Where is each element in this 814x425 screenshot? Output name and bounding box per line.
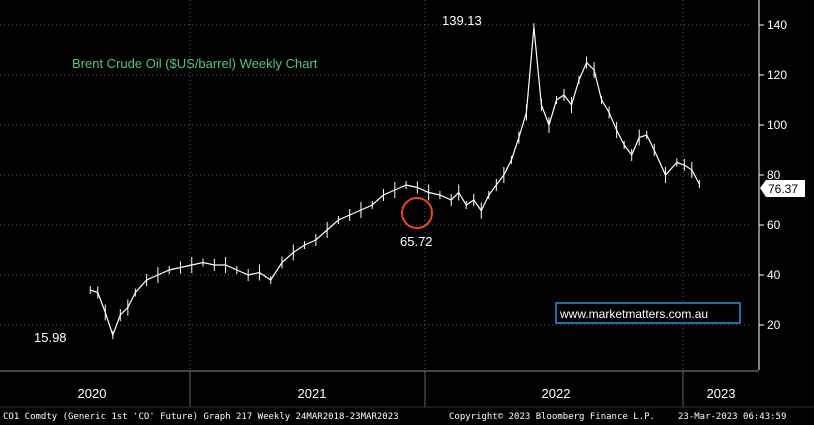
y-tick-label: 60 [767,218,781,232]
chart-title: Brent Crude Oil ($US/barrel) Weekly Char… [72,56,318,71]
y-ticks: 20 40 60 80 100 120 140 [759,18,787,332]
x-tick-label: 2022 [542,386,571,401]
y-tick-label: 140 [767,18,787,32]
x-axis-labels: 2020 2021 2022 2023 [78,371,736,407]
x-tick-label: 2023 [707,386,736,401]
x-tick-label: 2021 [298,386,327,401]
y-tick-label: 100 [767,118,787,132]
price-series [89,23,700,340]
annotation-high: 139.13 [442,13,482,28]
grid [0,0,752,370]
footer-right: 23-Mar-2023 06:43:59 [678,412,786,422]
highlight-circle [401,197,433,229]
x-axis-band [0,371,814,407]
y-tick-label: 120 [767,68,787,82]
footer-mid: Copyright© 2023 Bloomberg Finance L.P. [449,412,655,422]
last-price-value: 76.37 [768,182,798,196]
y-tick-label: 40 [767,268,781,282]
watermark-box [555,302,741,324]
x-tick-label: 2020 [78,386,107,401]
watermark-text: www.marketmatters.com.au [559,307,708,321]
last-price-tag: 76.37 [760,180,805,197]
annotation-mid-low: 65.72 [400,234,433,249]
footer-left: CO1 Comdty (Generic 1st 'CO' Future) Gra… [3,412,399,422]
y-tick-label: 80 [767,168,781,182]
y-tick-label: 20 [767,318,781,332]
annotation-low: 15.98 [34,330,67,345]
